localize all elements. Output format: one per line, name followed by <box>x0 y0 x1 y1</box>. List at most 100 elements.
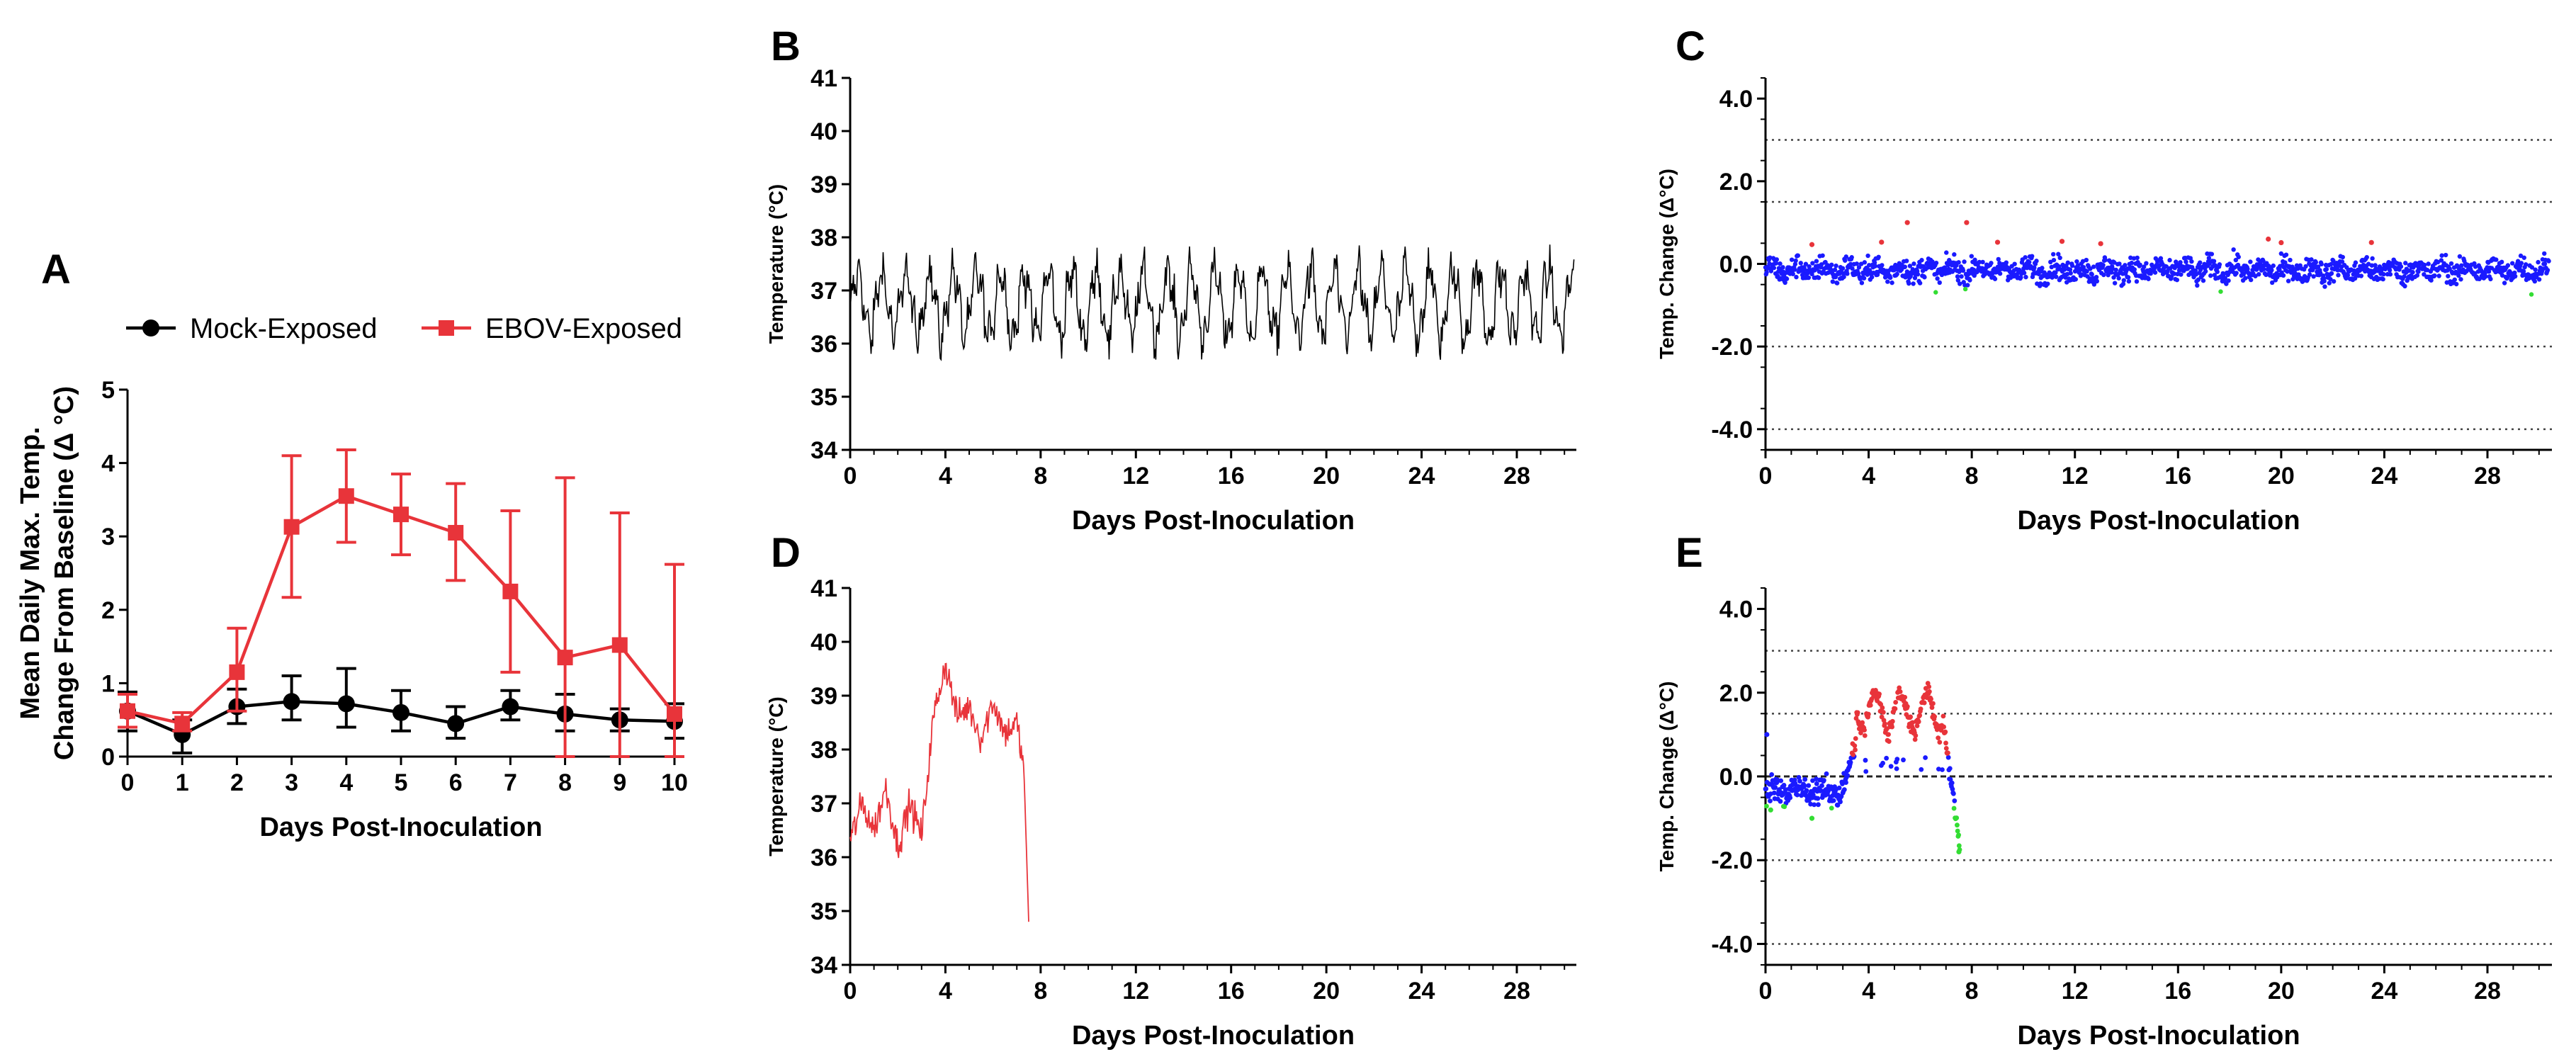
data-point <box>1853 736 1858 741</box>
data-point <box>2236 254 2241 259</box>
data-point <box>2248 277 2254 283</box>
y-tick-label: 34 <box>810 952 837 979</box>
data-point <box>1814 781 1819 786</box>
data-point <box>2502 281 2507 285</box>
data-point <box>1907 264 1913 268</box>
data-point <box>2313 260 2319 265</box>
data-point <box>2364 254 2369 260</box>
y-tick-label: 36 <box>810 844 837 871</box>
data-point <box>2169 274 2174 279</box>
x-tick-label: 4 <box>1862 463 1875 490</box>
data-point <box>2175 271 2180 277</box>
data-point <box>1843 780 1848 786</box>
panel-letter-e: E <box>1676 530 1703 576</box>
data-point <box>1956 843 1962 849</box>
data-point <box>2101 262 2106 268</box>
y-tick-label: 41 <box>810 575 837 602</box>
data-point <box>1810 261 1815 266</box>
x-tick-label: 0 <box>1759 463 1773 490</box>
chart-c: 0 4 8 12 16 20 24 28 -4.0 -2.0 0.0 2.0 4.0 Days Post-… <box>1656 77 2552 536</box>
data-point <box>1781 783 1787 788</box>
data-point <box>1941 724 1947 730</box>
data-point <box>1926 689 1932 694</box>
data-point-ebov-exposed <box>174 716 191 732</box>
data-point <box>2370 256 2375 261</box>
data-point <box>2123 263 2128 268</box>
data-point <box>1952 798 1958 803</box>
data-point <box>1955 822 1960 828</box>
data-point <box>1764 732 1770 737</box>
x-tick-label: 10 <box>661 769 688 796</box>
data-point <box>1824 771 1829 776</box>
data-point-mock-exposed <box>392 703 409 721</box>
data-point <box>1949 780 1955 786</box>
y-tick-label: -4.0 <box>1711 931 1753 958</box>
data-point <box>1848 261 1853 267</box>
data-point <box>2443 252 2448 258</box>
data-point <box>2542 251 2547 256</box>
data-point <box>2329 271 2334 276</box>
data-point <box>1818 788 1824 793</box>
data-point <box>1862 260 1868 265</box>
data-point <box>1814 259 1819 264</box>
data-point <box>2327 281 2332 285</box>
data-point <box>1926 684 1932 689</box>
data-point <box>1774 257 1780 262</box>
data-point <box>1994 239 2001 245</box>
data-point-mock-exposed <box>502 698 519 716</box>
data-point <box>2261 266 2266 272</box>
data-point <box>2319 261 2324 267</box>
data-point <box>2189 259 2194 264</box>
data-point <box>2380 276 2385 282</box>
data-point <box>1841 787 1847 793</box>
data-point <box>1969 254 1975 259</box>
data-point <box>1923 755 1928 760</box>
data-point <box>2112 281 2118 285</box>
y-tick-label: 39 <box>810 171 837 198</box>
data-point <box>1792 781 1798 786</box>
data-point <box>2141 269 2146 274</box>
data-point <box>1868 703 1873 708</box>
data-point <box>2435 259 2441 265</box>
data-point <box>1768 255 1773 260</box>
x-tick-label: 5 <box>395 769 408 796</box>
data-point <box>1929 705 1935 711</box>
data-point <box>1943 729 1948 735</box>
data-point <box>2328 261 2334 267</box>
data-point <box>2074 259 2079 264</box>
data-point <box>1863 769 1869 774</box>
x-tick-label: 7 <box>504 769 517 796</box>
data-point <box>1936 767 1941 771</box>
y-axis-label: Change From Baseline (Δ °C) <box>50 386 79 760</box>
y-tick-label: 36 <box>810 331 837 358</box>
data-point <box>2121 278 2126 283</box>
data-point <box>2075 263 2081 268</box>
data-point <box>1915 272 1921 277</box>
data-point <box>2512 270 2517 276</box>
data-point-mock-exposed <box>337 695 355 713</box>
data-point <box>1768 807 1773 813</box>
x-tick-label: 6 <box>449 769 463 796</box>
data-point <box>1819 783 1824 788</box>
data-point <box>1849 255 1854 260</box>
data-point <box>2184 259 2188 264</box>
data-point <box>2523 262 2529 267</box>
data-point <box>1880 263 1885 268</box>
data-point <box>2059 239 2065 244</box>
data-point <box>2120 281 2126 287</box>
data-point <box>1778 798 1783 804</box>
data-point <box>2271 263 2276 268</box>
x-tick-label: 24 <box>2371 463 2398 490</box>
data-point <box>2023 274 2028 280</box>
data-point <box>1838 799 1843 805</box>
scatter-below-threshold <box>1933 286 2534 297</box>
data-point <box>2218 289 2223 294</box>
data-point <box>1807 264 1812 269</box>
data-point <box>1764 270 1769 275</box>
data-point <box>2034 259 2039 264</box>
data-point <box>2224 281 2229 286</box>
data-point <box>1771 265 1777 271</box>
data-point <box>1810 778 1815 784</box>
chart-a: 0 1 2 3 4 5 6 7 8 9 10 0 1 2 3 4 5 Days Post-Inoculation M… <box>16 313 688 842</box>
data-point <box>2529 292 2534 297</box>
